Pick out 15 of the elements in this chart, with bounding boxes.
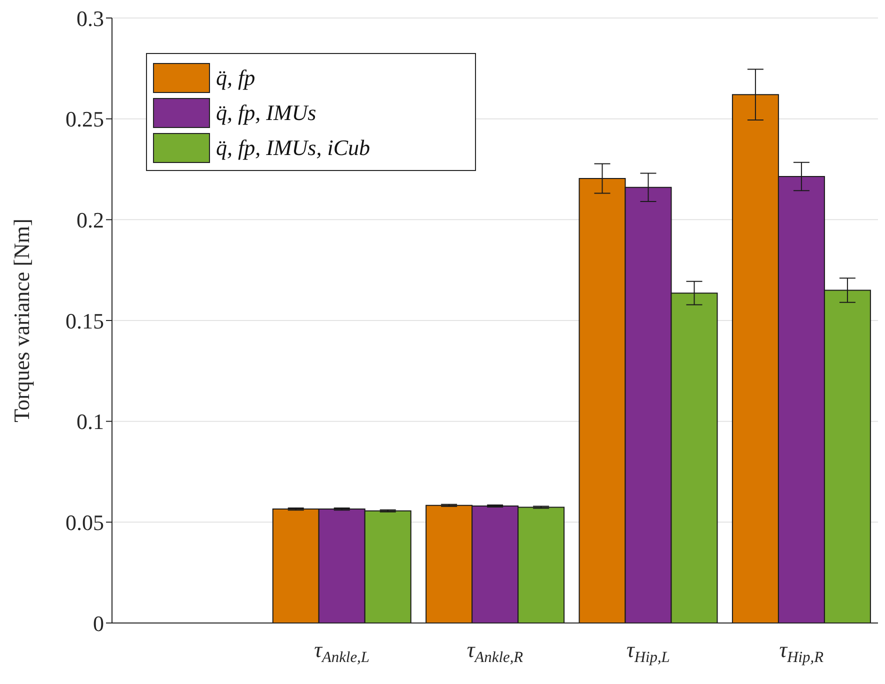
y-tick-label: 0.3	[76, 6, 104, 31]
y-tick-label: 0.25	[66, 106, 104, 132]
y-axis-title: Torques variance [Nm]	[8, 218, 34, 422]
y-tick-label: 0.2	[76, 207, 104, 232]
x-tick-label: τ$_{Ankle,R}$	[466, 637, 524, 666]
x-tick-label: τ$_{Hip,R}$	[779, 637, 824, 666]
legend-label: q̈, fp, IMUs	[216, 100, 316, 126]
x-tick-label: τ$_{Ankle,L}$	[314, 637, 370, 666]
legend-label: q̈, fp	[216, 64, 256, 90]
x-tick-label: τ$_{Hip,L}$	[626, 637, 670, 666]
legend-label: q̈, fp, IMUs, iCub	[216, 134, 370, 160]
y-tick-label: 0.15	[66, 308, 104, 334]
y-tick-label: 0	[93, 610, 104, 636]
y-tick-label: 0.05	[66, 510, 104, 535]
y-tick-label: 0.1	[76, 409, 104, 434]
